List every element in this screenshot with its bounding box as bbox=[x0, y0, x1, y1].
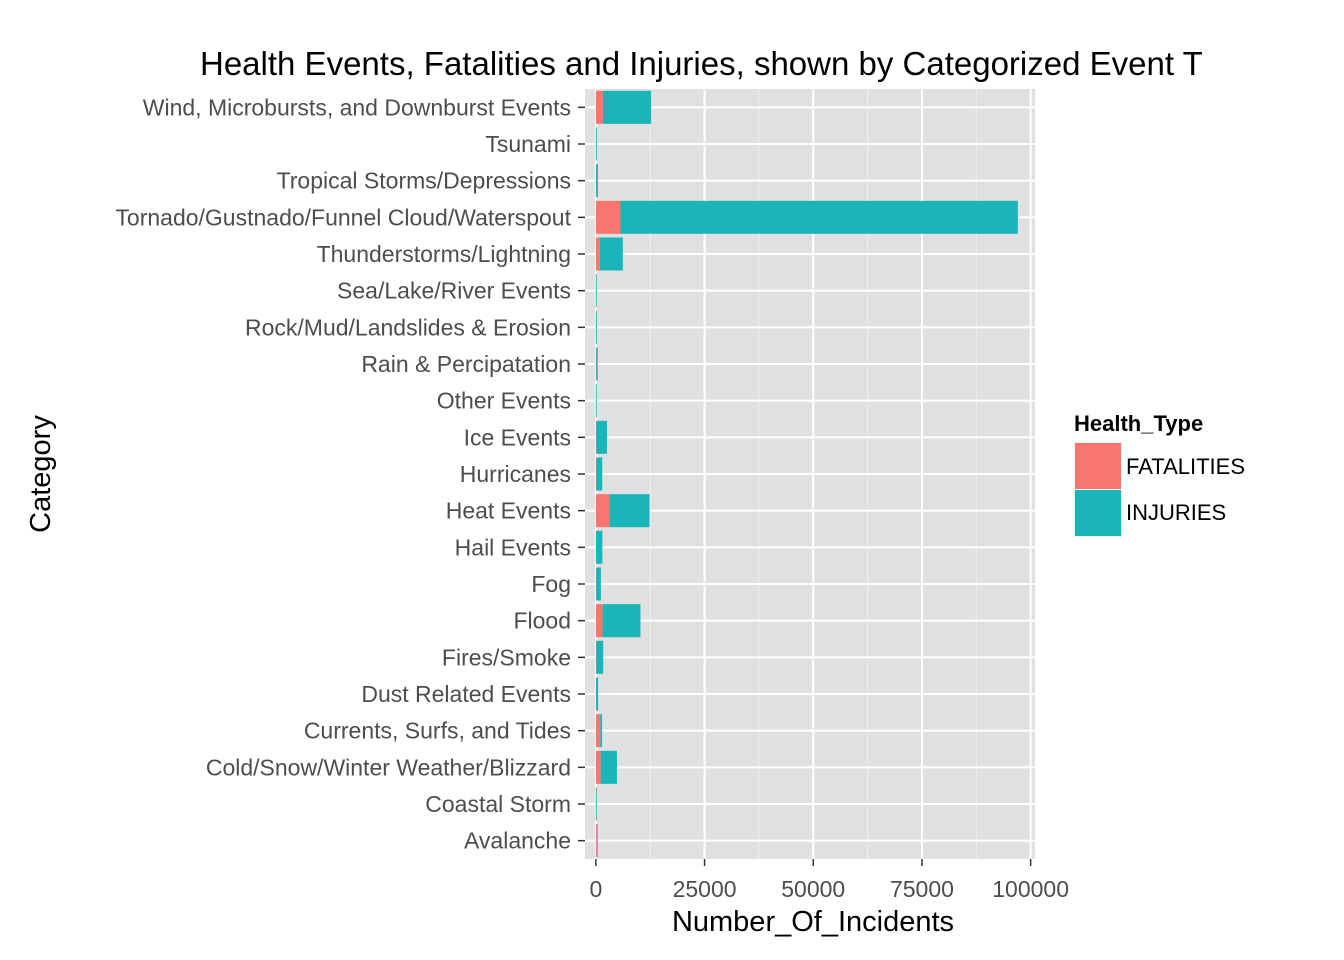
y-tick-label: Rain & Percipatation bbox=[361, 351, 571, 377]
x-tick-label: 0 bbox=[589, 876, 602, 902]
chart-title: Health Events, Fatalities and Injuries, … bbox=[200, 45, 1203, 82]
y-tick-label: Hurricanes bbox=[460, 461, 571, 487]
bar-fatalities bbox=[595, 347, 597, 381]
legend-title: Health_Type bbox=[1074, 411, 1203, 436]
y-tick-label: Tsunami bbox=[485, 131, 571, 157]
bar-injuries bbox=[602, 604, 641, 638]
y-tick-label: Wind, Microbursts, and Downburst Events bbox=[143, 94, 571, 120]
y-tick-label: Heat Events bbox=[446, 498, 571, 524]
bar-injuries bbox=[596, 127, 597, 161]
bar-injuries bbox=[595, 384, 597, 418]
bar-injuries bbox=[595, 787, 597, 821]
bar-injuries bbox=[596, 164, 598, 198]
bar-injuries bbox=[596, 420, 607, 454]
y-tick-label: Fog bbox=[531, 571, 571, 597]
bar-fatalities bbox=[595, 457, 597, 491]
bar-injuries bbox=[596, 457, 603, 491]
bar-fatalities bbox=[595, 750, 601, 784]
bar-injuries bbox=[595, 530, 603, 564]
y-tick-label: Other Events bbox=[437, 388, 571, 414]
y-tick-label: Fires/Smoke bbox=[442, 644, 571, 670]
y-tick-label: Flood bbox=[513, 608, 571, 634]
bar-injuries bbox=[595, 677, 599, 711]
bar-fatalities bbox=[595, 420, 597, 454]
y-tick-label: Hail Events bbox=[455, 534, 571, 560]
bar-injuries bbox=[600, 750, 617, 784]
y-tick-label: Sea/Lake/River Events bbox=[337, 278, 571, 304]
bar-fatalities bbox=[595, 494, 610, 528]
y-tick-label: Ice Events bbox=[464, 424, 571, 450]
legend-label-fatalities: FATALITIES bbox=[1126, 454, 1245, 479]
y-tick-label: Coastal Storm bbox=[425, 791, 571, 817]
x-tick-label: 50000 bbox=[781, 876, 845, 902]
x-tick-label: 75000 bbox=[890, 876, 954, 902]
x-tick-label: 100000 bbox=[992, 876, 1069, 902]
legend: Health_Type FATALITIES INJURIES bbox=[1074, 411, 1245, 537]
bar-injuries bbox=[602, 90, 652, 124]
bar-injuries bbox=[596, 310, 597, 344]
bar-injuries bbox=[595, 274, 597, 308]
y-tick-label: Cold/Snow/Winter Weather/Blizzard bbox=[206, 754, 571, 780]
y-tick-label: Currents, Surfs, and Tides bbox=[304, 718, 571, 744]
bar-fatalities bbox=[595, 824, 597, 858]
bar-injuries bbox=[599, 237, 623, 271]
y-tick-label: Rock/Mud/Landslides & Erosion bbox=[245, 314, 571, 340]
legend-label-injuries: INJURIES bbox=[1126, 500, 1226, 525]
y-tick-label: Tropical Storms/Depressions bbox=[277, 168, 571, 194]
y-axis: Avalanche Coastal Storm Cold/Snow/Winter W… bbox=[115, 94, 585, 854]
bar-injuries bbox=[600, 714, 603, 748]
legend-key-injuries bbox=[1075, 490, 1121, 536]
y-tick-label: Dust Related Events bbox=[361, 681, 571, 707]
bar-injuries bbox=[596, 824, 598, 858]
plot-title: Health Events, Fatalities and Injuries, … bbox=[200, 45, 1203, 82]
bar-fatalities bbox=[595, 237, 600, 271]
y-tick-label: Tornado/Gustnado/Funnel Cloud/Waterspout bbox=[115, 204, 571, 230]
bar-injuries bbox=[596, 640, 604, 674]
legend-key-fatalities bbox=[1075, 443, 1121, 489]
x-axis: 0 25000 50000 75000 100000 bbox=[589, 859, 1069, 902]
x-tick-label: 25000 bbox=[673, 876, 737, 902]
bar-injuries bbox=[596, 567, 601, 601]
y-axis-title: Category bbox=[25, 415, 57, 533]
bar-fatalities bbox=[595, 714, 601, 748]
bar-fatalities bbox=[595, 90, 603, 124]
y-tick-label: Avalanche bbox=[464, 828, 571, 854]
bar-injuries bbox=[596, 347, 598, 381]
bar-injuries bbox=[620, 200, 1018, 234]
x-axis-title: Number_Of_Incidents bbox=[672, 906, 954, 938]
bars bbox=[595, 90, 1018, 858]
bar-fatalities bbox=[595, 604, 603, 638]
bar-injuries bbox=[609, 494, 650, 528]
y-tick-label: Thunderstorms/Lightning bbox=[317, 241, 571, 267]
bar-fatalities bbox=[595, 200, 621, 234]
